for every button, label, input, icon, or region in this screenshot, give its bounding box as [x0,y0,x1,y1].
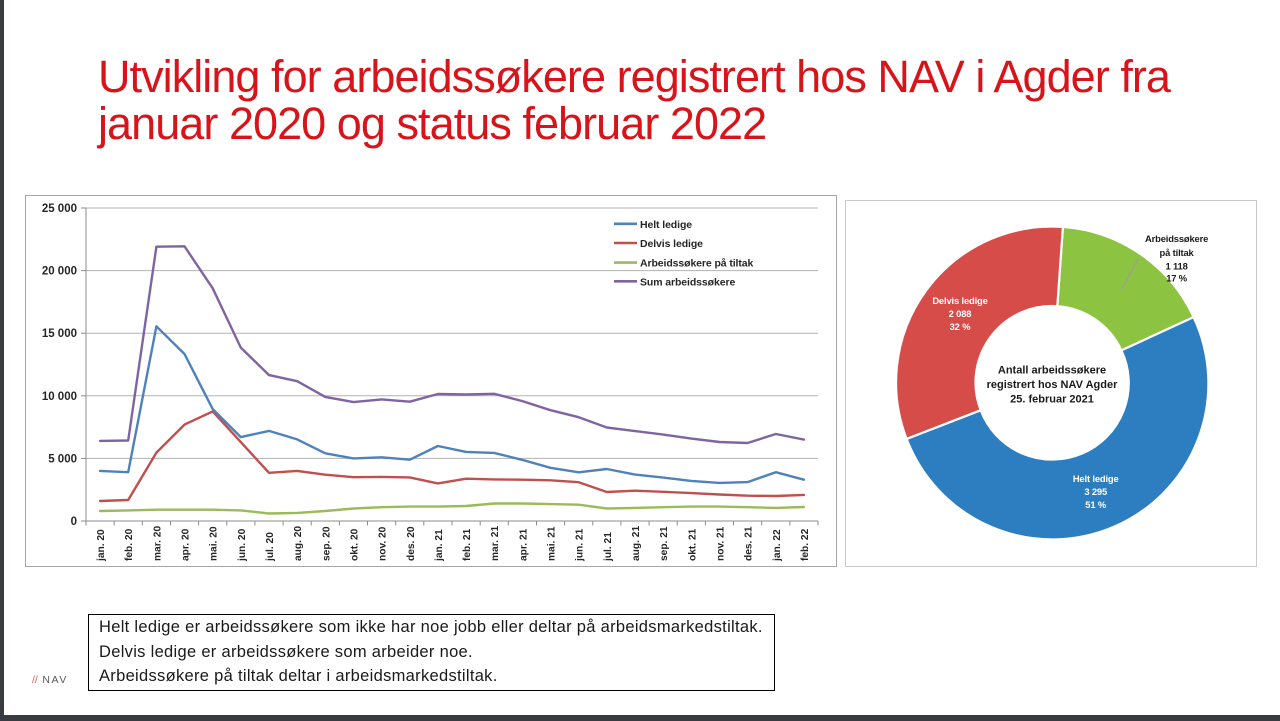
svg-text:2 088: 2 088 [949,308,972,319]
svg-text:mar. 20: mar. 20 [152,526,163,561]
svg-text:17 %: 17 % [1166,272,1188,283]
svg-text:Delvis ledige: Delvis ledige [932,295,987,306]
svg-text:nov. 21: nov. 21 [716,526,727,561]
svg-text:registrert hos NAV Agder: registrert hos NAV Agder [987,379,1119,391]
svg-text:aug. 21: aug. 21 [631,526,642,561]
svg-text:Sum arbeidssøkere: Sum arbeidssøkere [640,276,735,288]
svg-text:jan. 22: jan. 22 [772,529,783,562]
svg-text:1 118: 1 118 [1165,261,1187,272]
svg-text:Arbeidssøkere på tiltak: Arbeidssøkere på tiltak [640,258,754,270]
svg-text:feb. 20: feb. 20 [124,528,135,561]
svg-text:mai. 20: mai. 20 [209,526,220,561]
svg-text:Delvis ledige: Delvis ledige [640,238,703,250]
svg-text:Helt ledige: Helt ledige [640,219,692,231]
svg-text:25. februar 2021: 25. februar 2021 [1010,394,1094,406]
svg-text:sep. 21: sep. 21 [659,526,670,561]
svg-text:10 000: 10 000 [42,391,77,403]
svg-text:feb. 22: feb. 22 [800,528,811,561]
svg-text:32 %: 32 % [950,321,972,332]
svg-text:des. 20: des. 20 [406,526,417,561]
svg-text:jul. 21: jul. 21 [603,532,614,562]
svg-text:aug. 20: aug. 20 [293,526,304,561]
svg-text:15 000: 15 000 [42,328,77,340]
svg-text:20 000: 20 000 [42,266,77,278]
svg-text:mai. 21: mai. 21 [547,526,558,561]
svg-text:okt. 20: okt. 20 [350,528,361,561]
svg-text:Helt ledige: Helt ledige [1073,473,1119,484]
svg-text:på tiltak: på tiltak [1160,247,1195,258]
svg-text:51 %: 51 % [1085,499,1107,510]
svg-text:jan. 20: jan. 20 [96,529,107,562]
svg-text:okt. 21: okt. 21 [687,528,698,561]
svg-text:3 295: 3 295 [1084,486,1107,497]
svg-text:feb. 21: feb. 21 [462,528,473,561]
svg-text:sep. 20: sep. 20 [321,526,332,561]
svg-text:apr. 21: apr. 21 [518,528,529,561]
svg-text:jan. 21: jan. 21 [434,529,445,562]
svg-text:5 000: 5 000 [48,453,77,465]
svg-text:25 000: 25 000 [42,203,77,215]
svg-text:jun. 21: jun. 21 [575,528,586,562]
svg-text:Arbeidssøkere: Arbeidssøkere [1145,233,1208,244]
svg-text:jul. 20: jul. 20 [265,532,276,562]
svg-text:0: 0 [71,516,77,528]
svg-text:jun. 20: jun. 20 [237,528,248,562]
svg-text:nov. 20: nov. 20 [378,526,389,561]
svg-text:apr. 20: apr. 20 [181,528,192,561]
svg-text:Antall arbeidssøkere: Antall arbeidssøkere [998,364,1106,376]
svg-text:mar. 21: mar. 21 [490,526,501,561]
svg-text:des. 21: des. 21 [744,526,755,561]
